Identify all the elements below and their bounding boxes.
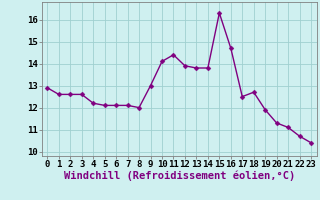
X-axis label: Windchill (Refroidissement éolien,°C): Windchill (Refroidissement éolien,°C) [64,171,295,181]
